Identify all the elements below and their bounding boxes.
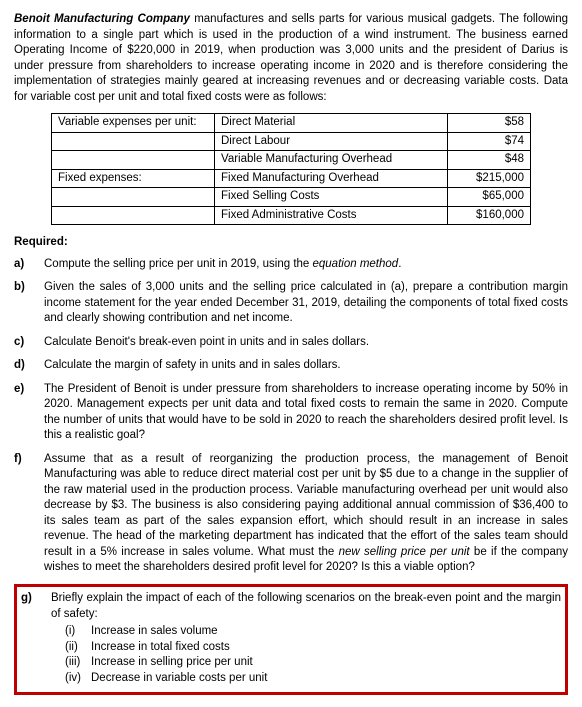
cell-amount: $65,000 (448, 188, 531, 207)
cell-amount: $160,000 (448, 206, 531, 225)
table-row: Fixed Administrative Costs $160,000 (52, 206, 531, 225)
var-exp-label: Variable expenses per unit: (52, 114, 215, 133)
question-letter: e) (14, 382, 44, 444)
question-body: Briefly explain the impact of each of th… (51, 591, 561, 686)
cell-desc: Fixed Manufacturing Overhead (215, 169, 448, 188)
question-letter: a) (14, 257, 44, 273)
intro-paragraph: Benoit Manufacturing Company manufacture… (14, 12, 568, 105)
question-c: c) Calculate Benoit's break-even point i… (14, 335, 568, 351)
cell-amount: $48 (448, 151, 531, 170)
question-list: a) Compute the selling price per unit in… (14, 257, 568, 695)
cell-desc: Direct Labour (215, 132, 448, 151)
question-letter: d) (14, 358, 44, 374)
question-d: d) Calculate the margin of safety in uni… (14, 358, 568, 374)
table-row: Fixed Selling Costs $65,000 (52, 188, 531, 207)
cell-desc: Variable Manufacturing Overhead (215, 151, 448, 170)
question-letter: c) (14, 335, 44, 351)
intro-text: manufactures and sells parts for various… (14, 13, 568, 103)
subpoint: (iii)Increase in selling price per unit (65, 655, 561, 671)
question-letter: b) (14, 280, 44, 327)
table-row: Direct Labour $74 (52, 132, 531, 151)
question-body: Given the sales of 3,000 units and the s… (44, 280, 568, 327)
cell-desc: Fixed Selling Costs (215, 188, 448, 207)
question-f: f) Assume that as a result of reorganizi… (14, 452, 568, 576)
question-body: Calculate the margin of safety in units … (44, 358, 568, 374)
question-body: Assume that as a result of reorganizing … (44, 452, 568, 576)
question-letter: f) (14, 452, 44, 576)
question-body: The President of Benoit is under pressur… (44, 382, 568, 444)
required-heading: Required: (14, 235, 568, 251)
company-name: Benoit Manufacturing Company (14, 13, 190, 25)
cell-amount: $215,000 (448, 169, 531, 188)
question-e: e) The President of Benoit is under pres… (14, 382, 568, 444)
question-body: Calculate Benoit's break-even point in u… (44, 335, 568, 351)
fixed-exp-label: Fixed expenses: (52, 169, 215, 188)
table-row: Variable expenses per unit: Direct Mater… (52, 114, 531, 133)
subpoint: (iv)Decrease in variable costs per unit (65, 671, 561, 687)
table-row: Fixed expenses: Fixed Manufacturing Over… (52, 169, 531, 188)
cell-desc: Direct Material (215, 114, 448, 133)
subpoint-list: (i)Increase in sales volume (ii)Increase… (51, 624, 561, 686)
cell-desc: Fixed Administrative Costs (215, 206, 448, 225)
question-a: a) Compute the selling price per unit in… (14, 257, 568, 273)
table-row: Variable Manufacturing Overhead $48 (52, 151, 531, 170)
subpoint: (ii)Increase in total fixed costs (65, 640, 561, 656)
cost-table: Variable expenses per unit: Direct Mater… (51, 113, 531, 225)
subpoint: (i)Increase in sales volume (65, 624, 561, 640)
cell-amount: $58 (448, 114, 531, 133)
cell-amount: $74 (448, 132, 531, 151)
question-letter: g) (21, 591, 51, 686)
question-b: b) Given the sales of 3,000 units and th… (14, 280, 568, 327)
highlighted-question-g: g) Briefly explain the impact of each of… (14, 584, 568, 695)
question-body: Compute the selling price per unit in 20… (44, 257, 568, 273)
question-g: g) Briefly explain the impact of each of… (21, 591, 561, 686)
